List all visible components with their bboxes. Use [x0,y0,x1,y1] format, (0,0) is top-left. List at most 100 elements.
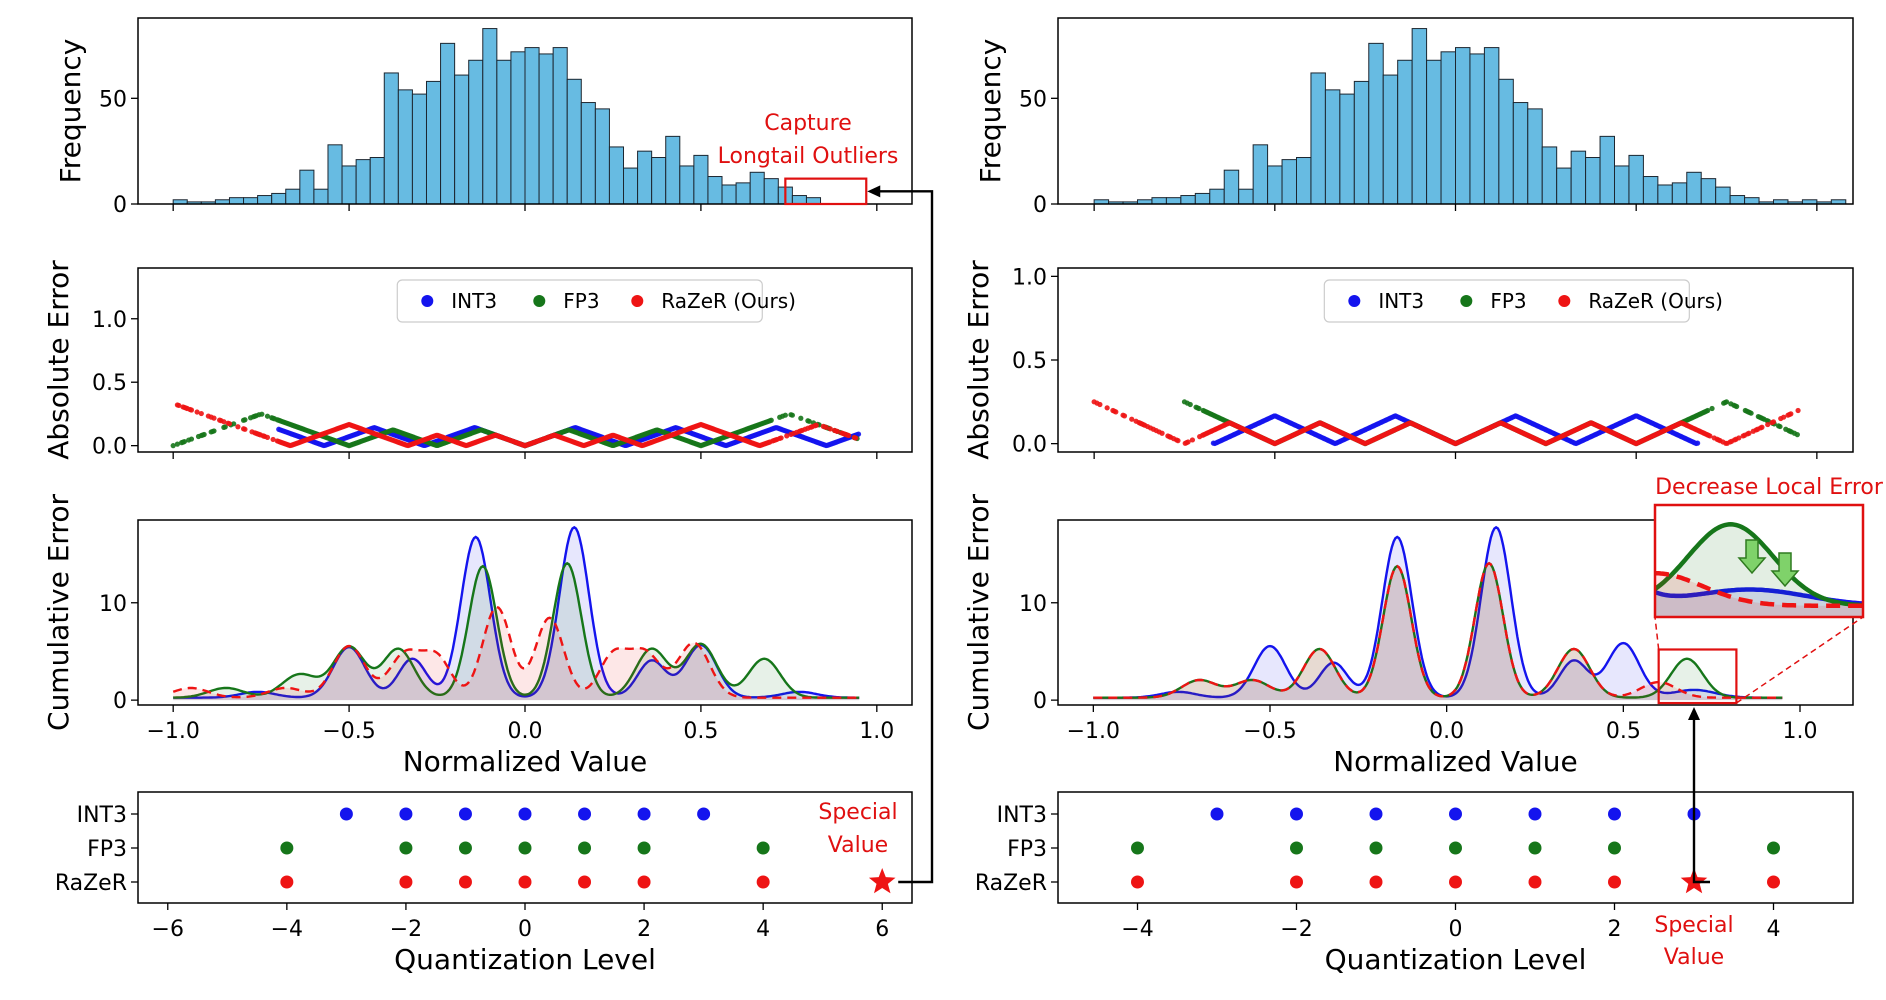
special-label-1: Special [1654,913,1733,938]
error-point [1122,413,1127,418]
histogram-bar [525,48,539,204]
error-point [1771,419,1776,424]
x-axis-label: Quantization Level [394,943,656,976]
x-tick-label: −2 [1280,917,1312,942]
level-dot [638,842,651,855]
histogram-bar [1282,160,1296,204]
error-point [814,423,819,428]
histogram-bar [1615,166,1629,204]
special-label-2: Value [1664,945,1724,970]
histogram-bar [736,183,750,204]
histogram-bar [1195,193,1209,204]
histogram-bar [1586,158,1600,205]
legend-label: INT3 [1378,289,1424,313]
histogram-bar [1398,60,1412,204]
level-dot [757,876,770,889]
left-quantization-level-panel: INT3FP3RaZeR−6 −4 −2 0 2 4 6Quantization Level [55,792,912,976]
level-dot [638,876,651,889]
legend-marker [631,295,643,307]
x-tick-label: 4 [756,917,770,942]
legend-marker [1348,295,1360,307]
right-histogram-panel: 050Frequency [974,18,1853,218]
error-point [1190,437,1195,442]
level-dot [1529,808,1542,821]
legend-label: RaZeR (Ours) [661,289,796,313]
error-point [259,412,264,417]
x-tick-label: −0.5 [322,719,375,744]
level-dot [1370,808,1383,821]
legend-marker [1558,295,1570,307]
legend: INT3 FP3 RaZeR (Ours) [397,280,796,322]
legend-label: RaZeR (Ours) [1588,289,1723,313]
error-point [1748,411,1753,416]
histogram-bar [1730,196,1744,204]
level-dot [399,876,412,889]
legend-marker [1460,295,1472,307]
row-label: FP3 [87,837,127,862]
error-point [1788,411,1793,416]
error-point [1105,405,1110,410]
histogram-bar [1629,155,1643,204]
level-dot [1608,876,1621,889]
x-tick-label: 2 [1608,917,1622,942]
legend-marker [421,295,433,307]
level-dot [399,808,412,821]
legend-label: FP3 [1490,289,1526,313]
histogram-bar [1441,52,1455,204]
error-point [769,418,774,423]
level-dot [1767,876,1780,889]
histogram-bar [497,60,511,204]
x-tick-label: −4 [1121,917,1153,942]
histogram-bar [1268,166,1282,204]
x-tick-label: 1.0 [859,719,894,744]
error-point [1113,409,1118,414]
error-point [1097,402,1102,407]
y-tick-label: 50 [1019,87,1047,112]
points-group [171,402,862,448]
histogram-bar [1484,48,1498,204]
histogram-bar [666,136,680,204]
level-dot [1290,842,1303,855]
histogram-bar [426,81,440,204]
zoom-guide-line [1736,617,1863,703]
row-label: INT3 [997,803,1047,828]
row-label: FP3 [1007,837,1047,862]
x-tick-label: 0 [1449,917,1463,942]
level-dot [519,808,532,821]
level-dot [578,876,591,889]
annotation-capture: Capture [764,111,851,136]
histogram-bar [1499,79,1513,204]
level-dot [459,842,472,855]
zoom-guide-line [1655,617,1659,650]
y-tick-label: 10 [99,592,127,617]
histogram-bar [483,29,497,204]
x-tick-label: 0.0 [508,719,543,744]
histogram-bar [1166,198,1180,204]
histogram-bar [272,193,286,204]
histogram-bar [398,90,412,204]
y-tick-label: 1.0 [1012,265,1047,290]
right-absolute-error-panel: 0.00.51.0Absolute Error INT3 FP3 RaZeR (Our… [962,260,1853,460]
y-axis-label: Cumulative Error [962,494,995,731]
histogram-bar [553,48,567,204]
level-dot [578,842,591,855]
y-tick-label: 0.0 [92,435,127,460]
histogram-bar [567,79,581,204]
histogram-bar [539,54,553,204]
y-tick-label: 0 [1033,193,1047,218]
histogram-bar [680,166,694,204]
level-dot [1290,808,1303,821]
row-label: RaZeR [55,871,127,896]
histogram-bar [1311,73,1325,204]
histogram-bar [595,109,609,204]
level-dot [280,876,293,889]
level-dot [697,808,710,821]
arrow-head [1688,707,1700,720]
y-tick-label: 0.5 [1012,349,1047,374]
level-dot [1449,842,1462,855]
histogram-bar [511,52,525,204]
level-dot [1529,876,1542,889]
histogram-bar [412,94,426,204]
level-dot [1370,876,1383,889]
points-group [1092,399,1801,446]
